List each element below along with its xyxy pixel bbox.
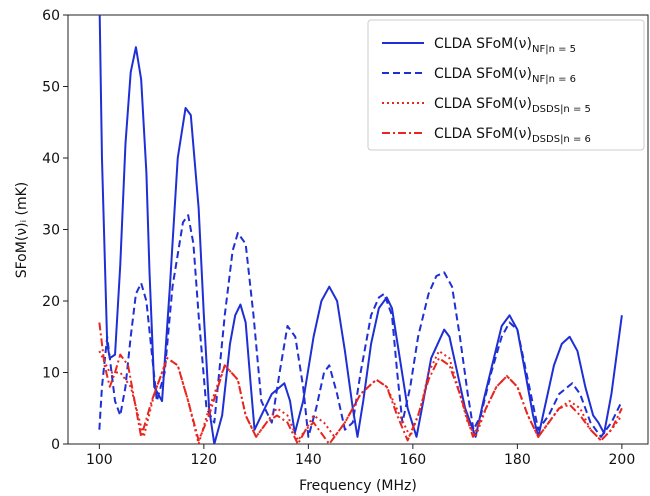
x-tick-label: 180 — [504, 452, 531, 468]
x-tick-label: 140 — [295, 452, 322, 468]
legend-subscript: DSDS|n = 6 — [532, 134, 591, 145]
y-tick-label: 30 — [42, 223, 60, 239]
y-tick-label: 0 — [51, 437, 60, 453]
x-tick-label: 120 — [190, 452, 217, 468]
legend-box — [367, 19, 645, 151]
y-axis-label: SFoM(ν)ᵢ (mK) — [14, 182, 30, 279]
y-tick-label: 10 — [42, 366, 60, 382]
legend-subscript: NF|n = 6 — [532, 74, 576, 85]
x-tick-label: 160 — [399, 452, 426, 468]
lines — [98, 15, 623, 444]
series-line — [98, 350, 623, 444]
legend-subscript: DSDS|n = 5 — [532, 104, 591, 115]
legend-name: CLDA SFoM(ν) — [434, 96, 532, 112]
legend-subscript: NF|n = 5 — [532, 44, 576, 55]
x-tick-label: 200 — [609, 452, 636, 468]
x-tick-label: 100 — [86, 452, 113, 468]
y-tick-label: 20 — [42, 294, 60, 310]
legend-name: CLDA SFoM(ν) — [434, 36, 532, 52]
legend-label: CLDA SFoM(ν)DSDS|n = 5 — [434, 96, 591, 115]
legend-label: CLDA SFoM(ν)DSDS|n = 6 — [434, 126, 591, 145]
y-tick-label: 40 — [42, 151, 60, 167]
series-line — [98, 214, 623, 438]
legend-name: CLDA SFoM(ν) — [434, 126, 532, 142]
legend-label: CLDA SFoM(ν)NF|n = 6 — [434, 66, 576, 85]
series-line — [98, 322, 623, 444]
x-axis-label: Frequency (MHz) — [299, 478, 417, 494]
legend-label: CLDA SFoM(ν)NF|n = 5 — [434, 36, 576, 55]
y-tick-label: 50 — [42, 80, 60, 96]
y-tick-label: 60 — [42, 8, 60, 24]
legend-name: CLDA SFoM(ν) — [434, 66, 532, 82]
